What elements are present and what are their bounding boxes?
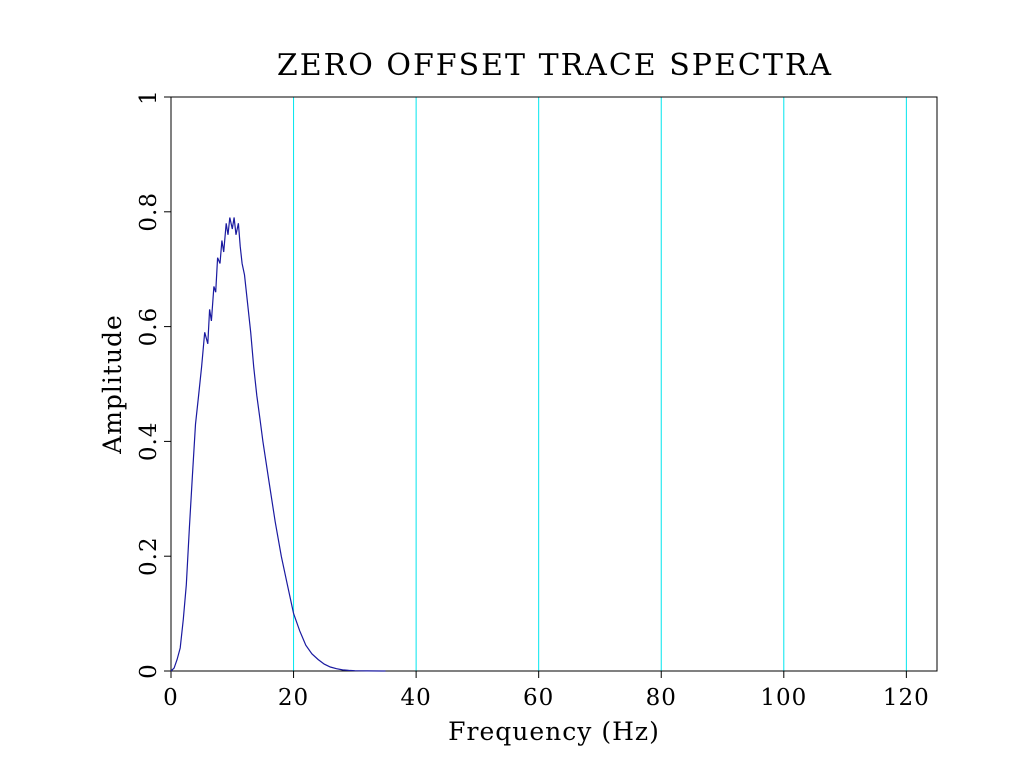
axis-ticks: 0 20 40 60 80 100 120 0 0.2 0.4 0.6 0.8 1 bbox=[136, 89, 930, 711]
x-tick-label: 120 bbox=[883, 685, 930, 711]
series-line-0 bbox=[170, 217, 386, 672]
y-tick-label: 0 bbox=[136, 663, 162, 679]
plot-frame bbox=[170, 96, 938, 672]
y-axis-label: Amplitude bbox=[98, 314, 127, 455]
x-tick-label: 0 bbox=[163, 685, 179, 711]
x-tick-label: 20 bbox=[278, 685, 309, 711]
x-tick-label: 80 bbox=[646, 685, 677, 711]
x-tick-label: 40 bbox=[400, 685, 431, 711]
chart-title: ZERO OFFSET TRACE SPECTRA bbox=[277, 48, 833, 83]
x-axis-label: Frequency (Hz) bbox=[448, 717, 660, 746]
grid-lines bbox=[293, 97, 907, 671]
y-tick-label: 0.6 bbox=[136, 307, 162, 347]
x-tick-label: 100 bbox=[760, 685, 807, 711]
y-tick-label: 0.4 bbox=[136, 422, 162, 462]
series-layer bbox=[170, 217, 386, 672]
y-tick-label: 0.8 bbox=[136, 192, 162, 232]
y-tick-label: 0.2 bbox=[136, 536, 162, 576]
x-tick-label: 60 bbox=[523, 685, 554, 711]
y-tick-label: 1 bbox=[136, 89, 162, 105]
